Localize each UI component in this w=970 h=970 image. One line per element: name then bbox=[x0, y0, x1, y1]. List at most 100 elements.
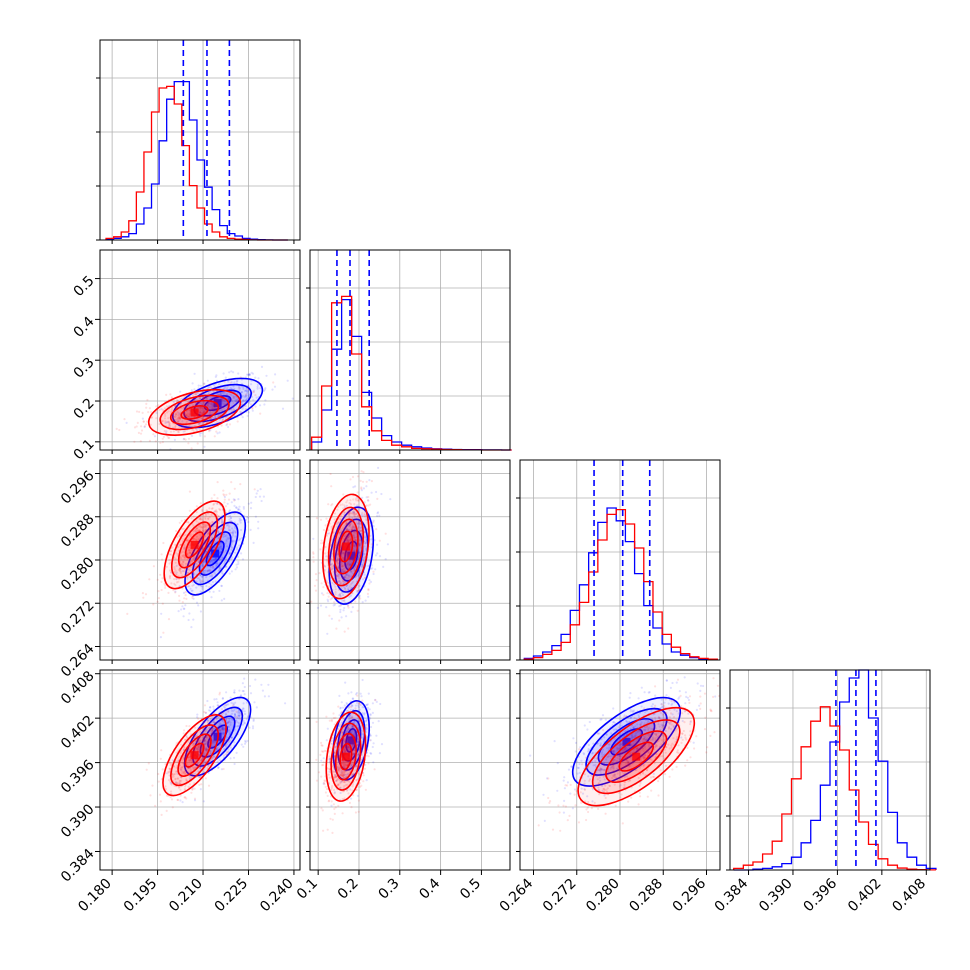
scatter-point-red bbox=[203, 525, 206, 528]
scatter-point-blue bbox=[201, 585, 204, 588]
scatter-point-blue bbox=[201, 575, 204, 578]
scatter-point-red bbox=[350, 570, 353, 573]
scatter-point-red bbox=[213, 435, 216, 438]
scatter-point-red bbox=[349, 730, 352, 733]
scatter-point-blue bbox=[233, 741, 236, 744]
scatter-point-red bbox=[200, 406, 203, 409]
scatter-point-blue bbox=[254, 515, 257, 518]
scatter-point-blue bbox=[206, 532, 209, 535]
scatter-point-red bbox=[199, 748, 203, 751]
scatter-point-blue bbox=[267, 695, 270, 698]
scatter-point-red bbox=[206, 529, 209, 532]
scatter-point-red bbox=[169, 764, 172, 767]
scatter-point-red bbox=[195, 739, 198, 742]
scatter-point-blue bbox=[214, 416, 217, 419]
scatter-point-red bbox=[183, 746, 186, 749]
scatter-point-red bbox=[170, 396, 173, 399]
scatter-point-red bbox=[325, 534, 328, 537]
scatter-point-blue bbox=[245, 389, 248, 392]
scatter-point-red bbox=[194, 748, 197, 751]
scatter-point-blue bbox=[349, 594, 353, 597]
scatter-point-blue bbox=[220, 584, 223, 587]
scatter-point-red bbox=[179, 767, 182, 770]
scatter-point-blue bbox=[354, 485, 357, 488]
scatter-point-blue bbox=[348, 595, 351, 598]
scatter-point-blue bbox=[232, 709, 235, 713]
scatter-point-red bbox=[208, 507, 211, 510]
scatter-point-blue bbox=[244, 741, 247, 744]
scatter-point-blue bbox=[243, 693, 246, 696]
scatter-point-red bbox=[363, 524, 366, 527]
scatter-point-red bbox=[357, 589, 360, 592]
scatter-point-red bbox=[195, 530, 199, 533]
scatter-point-red bbox=[353, 533, 356, 536]
scatter-point-red bbox=[330, 558, 333, 561]
scatter-point-red bbox=[339, 593, 342, 596]
scatter-point-red bbox=[197, 740, 200, 743]
scatter-point-red bbox=[175, 399, 178, 402]
scatter-point-red bbox=[186, 521, 189, 524]
scatter-point-blue bbox=[244, 399, 248, 402]
scatter-point-red bbox=[350, 569, 353, 572]
scatter-point-blue bbox=[252, 719, 255, 723]
scatter-point-blue bbox=[189, 576, 192, 579]
scatter-point-blue bbox=[347, 539, 350, 542]
scatter-point-blue bbox=[264, 399, 267, 402]
scatter-point-red bbox=[252, 390, 255, 393]
scatter-point-red bbox=[349, 538, 352, 541]
scatter-point-blue bbox=[342, 556, 345, 560]
scatter-point-blue bbox=[312, 537, 315, 540]
scatter-point-blue bbox=[225, 534, 228, 537]
density-peak-red bbox=[190, 408, 199, 417]
scatter-point-red bbox=[148, 439, 151, 442]
scatter-point-blue bbox=[233, 713, 237, 717]
scatter-point-red bbox=[201, 526, 205, 529]
scatter-point-blue bbox=[200, 564, 204, 568]
scatter-point-red bbox=[365, 527, 368, 530]
scatter-point-red bbox=[355, 499, 358, 502]
scatter-point-red bbox=[343, 551, 346, 554]
scatter-point-red bbox=[177, 798, 180, 802]
scatter-point-blue bbox=[223, 560, 226, 563]
scatter-point-red bbox=[173, 418, 176, 422]
scatter-point-red bbox=[201, 745, 204, 749]
scatter-point-red bbox=[168, 575, 171, 578]
scatter-point-blue bbox=[330, 563, 333, 566]
scatter-point-blue bbox=[271, 388, 274, 391]
scatter-point-blue bbox=[228, 509, 231, 512]
scatter-point-red bbox=[157, 597, 160, 600]
scatter-point-blue bbox=[337, 778, 340, 781]
scatter-point-blue bbox=[361, 678, 364, 682]
scatter-point-red bbox=[204, 517, 207, 521]
scatter-point-blue bbox=[220, 527, 223, 531]
scatter-point-red bbox=[257, 380, 260, 383]
scatter-point-blue bbox=[231, 531, 234, 534]
scatter-point-red bbox=[325, 787, 328, 791]
scatter-point-red bbox=[181, 555, 184, 558]
scatter-point-red bbox=[182, 771, 186, 774]
scatter-point-red bbox=[341, 812, 344, 815]
scatter-point-blue bbox=[188, 548, 191, 552]
scatter-point-blue bbox=[369, 717, 372, 720]
scatter-point-blue bbox=[212, 741, 215, 744]
scatter-point-red bbox=[333, 601, 336, 604]
scatter-point-red bbox=[359, 541, 362, 544]
scatter-point-red bbox=[189, 533, 192, 536]
scatter-point-red bbox=[198, 517, 201, 520]
scatter-point-blue bbox=[244, 394, 247, 397]
scatter-point-red bbox=[188, 409, 191, 412]
scatter-point-red bbox=[329, 817, 332, 820]
scatter-point-red bbox=[214, 739, 217, 743]
scatter-point-red bbox=[187, 756, 191, 759]
scatter-point-red bbox=[350, 529, 353, 532]
scatter-point-blue bbox=[256, 385, 259, 388]
scatter-point-red bbox=[358, 522, 361, 525]
scatter-point-red bbox=[201, 755, 204, 758]
scatter-point-red bbox=[168, 762, 171, 765]
scatter-point-blue bbox=[347, 539, 350, 542]
scatter-point-blue bbox=[227, 703, 230, 706]
scatter-point-blue bbox=[243, 742, 247, 745]
scatter-point-red bbox=[359, 731, 362, 734]
scatter-point-red bbox=[221, 725, 224, 728]
scatter-point-red bbox=[252, 391, 255, 394]
